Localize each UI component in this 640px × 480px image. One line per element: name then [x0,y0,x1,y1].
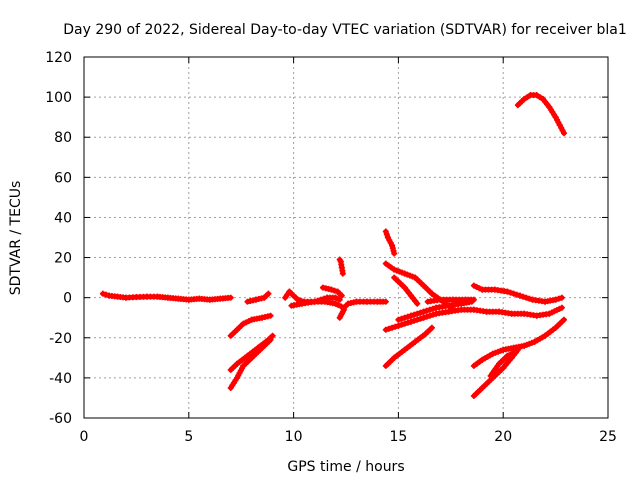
data-point [513,291,520,298]
data-points [99,92,567,399]
data-point [340,306,347,313]
data-point [558,304,565,311]
grid [84,57,608,418]
data-point [103,291,110,298]
data-point [560,130,567,137]
data-point [516,292,523,299]
data-point [414,300,421,307]
data-point [404,313,411,320]
data-point [555,295,562,302]
series-trace-18 [471,283,565,305]
data-point [426,312,433,319]
y-tick-label: -60 [49,411,72,427]
data-point [429,305,436,312]
series-line [471,283,565,305]
data-point [284,291,291,298]
data-point [227,294,234,301]
data-point [504,288,511,295]
data-point [294,296,301,303]
data-point [510,290,517,297]
data-point [423,313,430,320]
x-tick-label: 15 [389,429,407,445]
y-tick-label: -20 [49,331,72,347]
data-point [265,290,272,297]
x-tick-label: 10 [285,429,303,445]
data-point [520,293,527,300]
data-point [524,94,531,101]
plot-frame [83,56,609,419]
data-point [526,295,533,302]
data-point [398,321,405,328]
data-point [429,311,436,318]
x-tick-label: 25 [599,429,617,445]
y-tick-label: 0 [63,291,72,307]
data-point [398,315,405,322]
chart-title: Day 290 of 2022, Sidereal Day-to-day VTE… [63,22,626,38]
data-point [392,323,399,330]
data-point [420,308,427,315]
data-point [533,92,540,99]
data-point [311,298,318,305]
data-point [407,318,414,325]
data-point [282,294,289,301]
y-tick-label: 20 [54,251,72,267]
axis-ticks: 0 5 10 15 20 25 -60 -40 -20 0 20 40 60 80 100 120 [45,50,617,445]
data-point [407,312,414,319]
data-point [383,231,390,238]
y-axis-label: SDTVAR / TECUs [8,181,24,296]
y-tick-label: 80 [54,130,72,146]
data-point [414,310,421,317]
data-point [338,292,345,299]
data-point [523,294,530,301]
x-tick-label: 0 [80,429,89,445]
data-point [269,332,276,339]
x-axis-label: GPS time / hours [287,459,404,475]
y-tick-label: 40 [54,210,72,226]
data-point [512,348,519,355]
data-point [470,296,477,303]
data-point [317,296,324,303]
data-point [401,320,408,327]
data-point [320,295,327,302]
data-point [382,228,389,235]
data-point [328,286,335,293]
data-point [385,325,392,332]
data-point [411,317,418,324]
data-point [395,316,402,323]
data-point [382,326,389,333]
data-point [414,316,421,323]
data-point [417,309,424,316]
data-point [401,314,408,321]
data-point [552,296,559,303]
data-point [426,306,433,313]
data-point [314,297,321,304]
data-point [521,96,528,103]
data-point [560,316,567,323]
x-tick-label: 5 [184,429,193,445]
data-point [99,290,106,297]
data-point [420,314,427,321]
data-point [558,294,565,301]
data-point [267,312,274,319]
data-point [423,307,430,314]
data-point [507,289,514,296]
data-point [339,270,346,277]
data-point [331,287,338,294]
data-point [395,322,402,329]
y-tick-label: -40 [49,371,72,387]
data-point [428,324,435,331]
y-tick-label: 100 [45,90,72,106]
data-point [382,298,389,305]
y-tick-label: 120 [45,50,72,66]
data-point [417,315,424,322]
data-point [336,296,343,303]
data-point [404,319,411,326]
data-point [536,94,543,101]
x-tick-label: 20 [494,429,512,445]
data-point [411,311,418,318]
data-point [391,250,398,257]
data-point [389,324,396,331]
y-tick-label: 60 [54,170,72,186]
